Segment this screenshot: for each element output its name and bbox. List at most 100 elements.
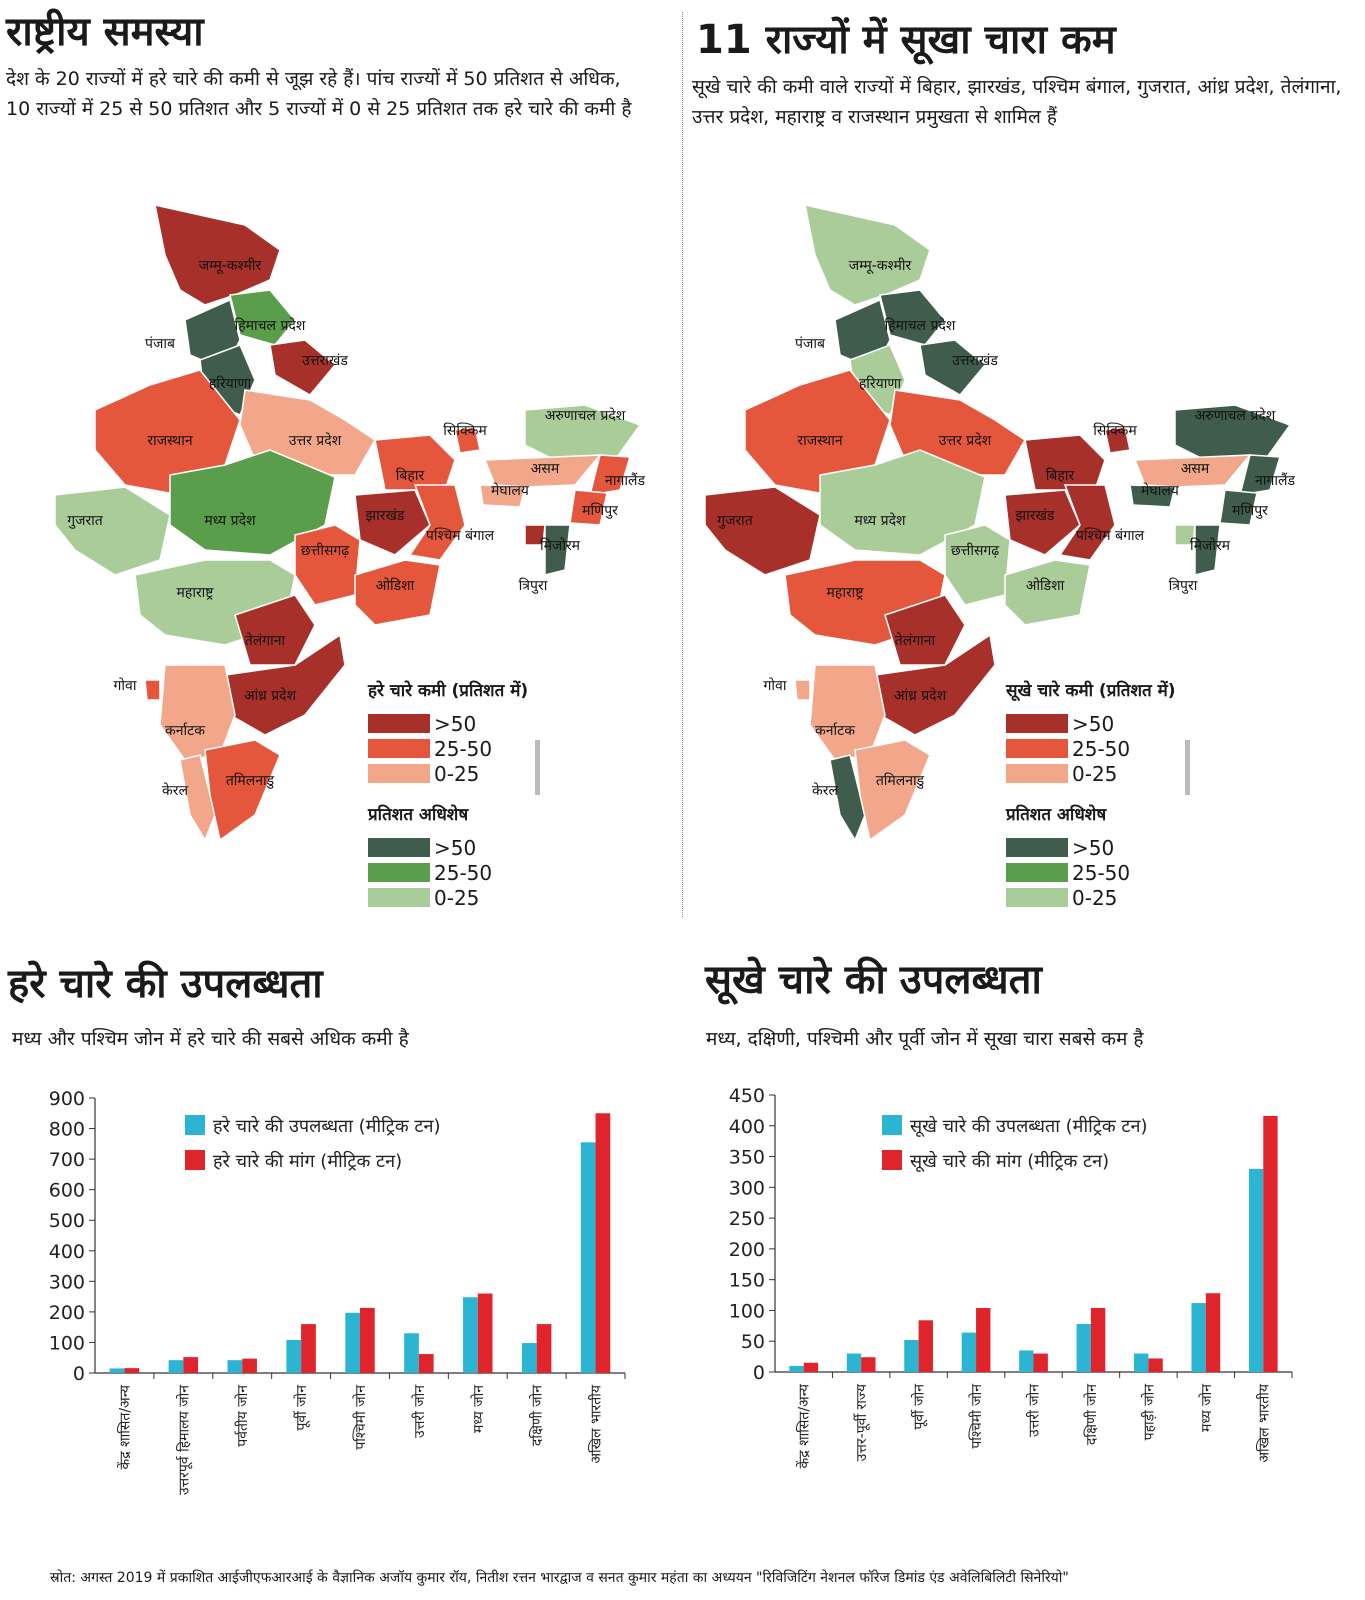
bar-demand — [1148, 1358, 1163, 1372]
state-label-pb: पंजाब — [795, 336, 826, 352]
state-label-br: बिहार — [1046, 467, 1075, 484]
state-label-hp: हिमाचल प्रदेश — [885, 317, 956, 334]
bar-demand — [183, 1357, 199, 1373]
legend-label: 25-50 — [434, 736, 493, 761]
state-label-sk: सिक्किम — [1093, 422, 1137, 439]
y-tick-label: 0 — [73, 1363, 85, 1385]
legend-label: सूखे चारे की मांग (मीट्रिक टन) — [910, 1150, 1109, 1172]
legend-label: 25-50 — [1072, 860, 1131, 885]
bar-demand — [1033, 1353, 1048, 1372]
bar-availability — [1248, 1168, 1264, 1372]
state-label-wb: पश्चिम बंगाल — [426, 527, 495, 544]
x-tick-label: मध्य जोन — [470, 1385, 487, 1433]
legend-label: >50 — [1072, 835, 1115, 860]
left-map-legend: हरे चारे कमी (प्रतिशत में) >50 25-50 0-2… — [368, 678, 528, 910]
legend-label: 0-25 — [434, 885, 480, 910]
legend-swatch — [368, 888, 430, 907]
left-chart-title: हरे चारे की उपलब्धता — [8, 961, 323, 1007]
y-tick-label: 800 — [49, 1119, 85, 1141]
bar-availability — [109, 1368, 125, 1373]
state-label-nl: नागालैंड — [605, 472, 645, 489]
state-gj — [55, 486, 171, 576]
state-label-up: उत्तर प्रदेश — [939, 432, 992, 449]
state-label-mh: महाराष्ट्र — [827, 585, 865, 601]
bar-availability — [1191, 1303, 1206, 1372]
state-sk — [1104, 426, 1131, 454]
state-ap — [224, 633, 346, 736]
bar-demand — [418, 1354, 434, 1373]
bar-demand — [360, 1307, 375, 1373]
legend-surplus-title: प्रतिशत अधिशेष — [1006, 805, 1107, 825]
islands-mark — [1185, 740, 1190, 795]
right-map-title: 11 राज्यों में सूखा चारा कम — [696, 17, 1116, 63]
state-label-od: ओडिशा — [376, 577, 415, 594]
left-map-subtitle: देश के 20 राज्यों में हरे चारे की कमी से… — [6, 68, 632, 120]
state-tr — [1174, 524, 1196, 546]
y-tick-label: 0 — [753, 1362, 765, 1384]
bar-availability — [580, 1142, 596, 1373]
legend-swatch — [368, 838, 430, 857]
y-tick-label: 600 — [49, 1180, 85, 1202]
x-tick-label: पर्वतीय जोन — [234, 1385, 251, 1447]
bar-availability — [789, 1365, 804, 1372]
legend-label: सूखे चारे की उपलब्धता (मीट्रिक टन) — [910, 1115, 1147, 1137]
x-tick-label: उत्तर-पूर्वी राज्य — [853, 1383, 870, 1461]
islands-mark — [535, 740, 540, 795]
x-tick-label: केंद्र शासित/अन्य — [116, 1384, 133, 1469]
state-label-mp: मध्य प्रदेश — [854, 512, 906, 529]
state-label-ga: गोवा — [114, 677, 137, 694]
state-label-tg: तेलंगाना — [245, 632, 286, 649]
legend-label: 0-25 — [1072, 761, 1118, 786]
state-tg — [884, 594, 966, 666]
y-tick-label: 500 — [49, 1210, 85, 1232]
bar-demand — [477, 1293, 493, 1373]
y-tick-label: 50 — [741, 1331, 765, 1353]
bar-availability — [846, 1353, 862, 1372]
legend-label: 25-50 — [434, 860, 493, 885]
bar-availability — [227, 1360, 243, 1373]
state-mp — [169, 449, 336, 556]
x-tick-label: पूर्वी जोन — [293, 1385, 310, 1431]
bar-demand — [1205, 1293, 1221, 1372]
x-tick-label: पश्चिमी जोन — [968, 1384, 985, 1449]
bar-availability — [961, 1332, 977, 1372]
x-tick-label: अखिल भारतीय — [588, 1384, 605, 1464]
state-label-wb: पश्चिम बंगाल — [1076, 527, 1145, 544]
legend-label: >50 — [434, 835, 477, 860]
left-map-title: राष्ट्रीय समस्या — [6, 9, 204, 55]
state-label-ar: अरुणाचल प्रदेश — [1195, 407, 1276, 424]
y-tick-label: 350 — [729, 1147, 765, 1169]
state-mn — [1219, 489, 1258, 526]
bar-availability — [463, 1297, 478, 1373]
state-label-ml: मेघालय — [1141, 482, 1180, 499]
legend-swatch — [1006, 838, 1068, 857]
bar-demand — [301, 1324, 316, 1373]
state-label-od: ओडिशा — [1026, 577, 1065, 594]
bar-demand — [803, 1362, 819, 1372]
bar-demand — [536, 1324, 552, 1373]
state-label-ka: कर्नाटक — [815, 722, 855, 739]
state-label-rj: राजस्थान — [797, 433, 842, 449]
state-ga — [794, 679, 811, 701]
legend-deficit-title: हरे चारे कमी (प्रतिशत में) — [368, 681, 529, 701]
state-gj — [704, 486, 821, 576]
y-tick-label: 100 — [49, 1332, 85, 1354]
bar-demand — [1090, 1307, 1106, 1372]
legend-swatch — [368, 863, 430, 882]
y-tick-label: 150 — [729, 1270, 765, 1292]
state-cg — [294, 524, 361, 606]
legend-label: >50 — [1072, 711, 1115, 736]
state-label-cg: छत्तीसगढ़ — [951, 542, 1000, 559]
state-label-nl: नागालैंड — [1255, 472, 1295, 489]
state-label-as: असम — [1181, 461, 1210, 477]
state-ml — [1129, 484, 1176, 508]
state-label-ap: आंध्र प्रदेश — [244, 687, 297, 704]
legend-label: 0-25 — [434, 761, 480, 786]
x-tick-label: दक्षिणी जोन — [1083, 1384, 1100, 1445]
state-kl — [829, 754, 866, 842]
india-map-green-fodder: जम्मू-कश्मीर हिमाचल प्रदेश पंजाब उत्तराखंड ह… — [55, 204, 645, 842]
bar-demand — [918, 1320, 933, 1372]
y-tick-label: 100 — [729, 1300, 765, 1322]
legend-label: 0-25 — [1072, 885, 1118, 910]
state-mz — [544, 524, 571, 576]
